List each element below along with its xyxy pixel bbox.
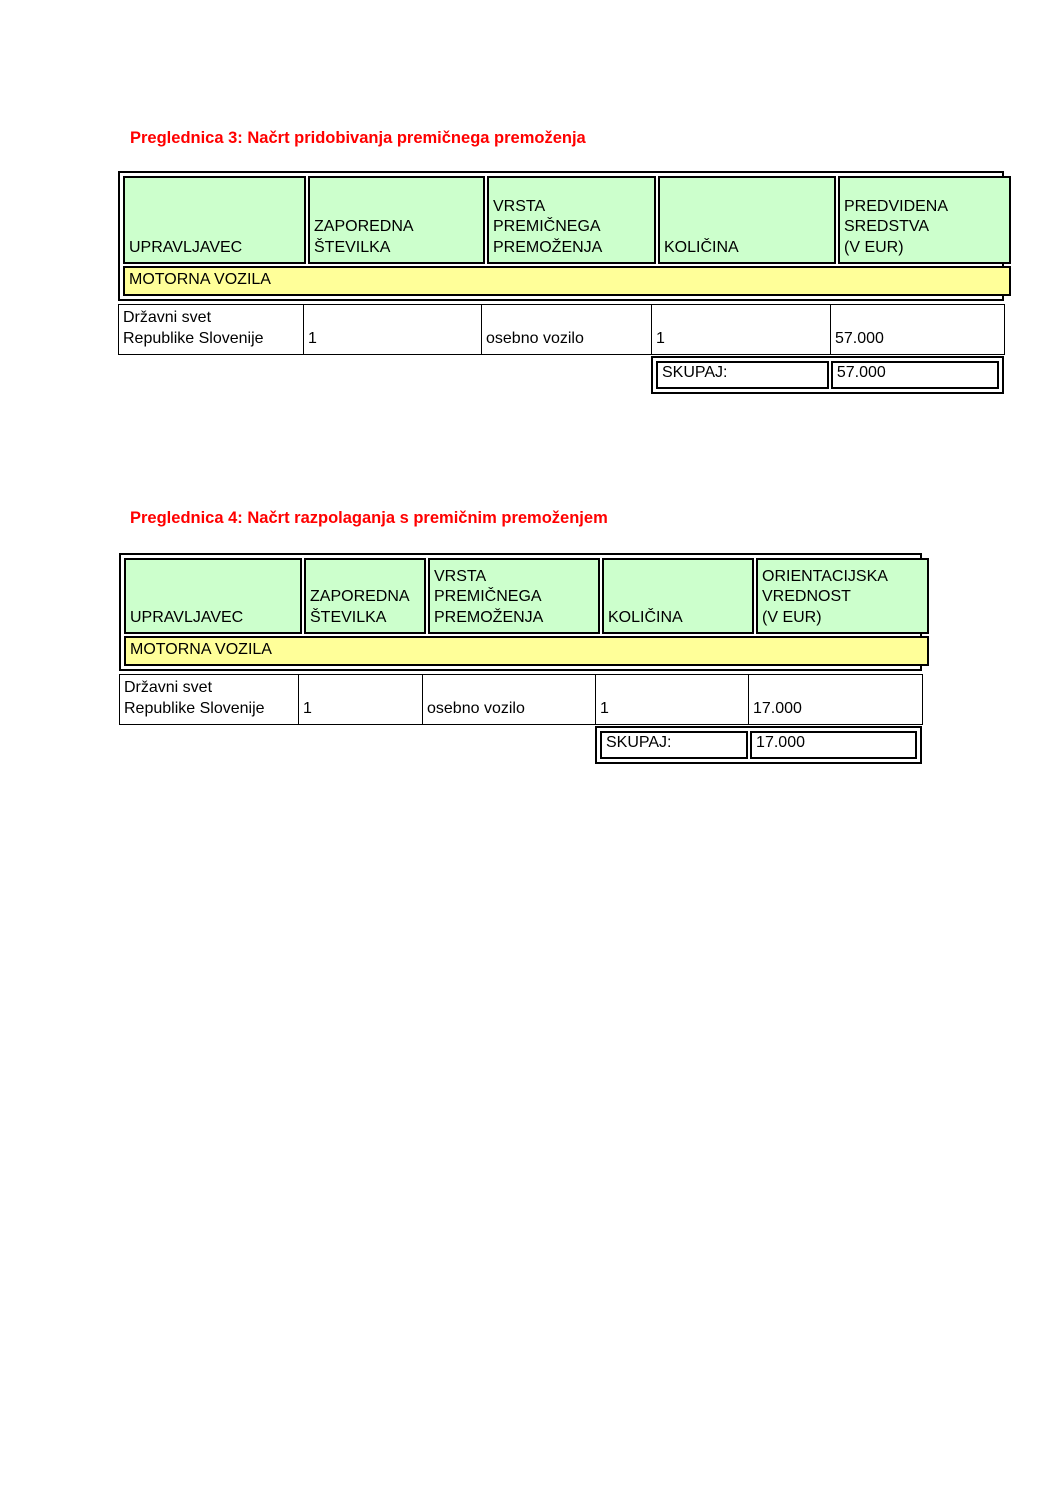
header-cell-vrsta-premicnega-premozenja: VRSTA PREMIČNEGA PREMOŽENJA — [487, 176, 656, 264]
table3-total-block: SKUPAJ: 57.000 — [651, 355, 1004, 394]
total-value: 57.000 — [830, 360, 999, 389]
cell-kolicina: 1 — [595, 673, 749, 725]
table4-header-row: UPRAVLJAVEC ZAPOREDNA ŠTEVILKA VRSTA PRE… — [124, 558, 929, 634]
header-cell-upravljavec: UPRAVLJAVEC — [124, 558, 302, 634]
table3-section-row: MOTORNA VOZILA — [123, 266, 1011, 296]
cell-kolicina: 1 — [651, 303, 831, 355]
table3-total-row: SKUPAJ: 57.000 — [656, 360, 999, 389]
table3: UPRAVLJAVEC ZAPOREDNA ŠTEVILKA VRSTA PRE… — [118, 171, 1011, 394]
total-label: SKUPAJ: — [656, 360, 829, 389]
cell-vrsta: osebno vozilo — [422, 673, 596, 725]
table4-section-row: MOTORNA VOZILA — [124, 636, 929, 666]
cell-upravljavec: Državni svet Republike Slovenije — [119, 673, 299, 725]
table-row: Državni svet Republike Slovenije 1 osebn… — [119, 673, 923, 725]
section-label-motorna-vozila: MOTORNA VOZILA — [123, 266, 1011, 296]
header-cell-orientacijska-vrednost: ORIENTACIJSKA VREDNOST (V EUR) — [756, 558, 929, 634]
cell-zaporedna-stevilka: 1 — [303, 303, 482, 355]
table4-total-block: SKUPAJ: 17.000 — [595, 725, 922, 764]
cell-upravljavec: Državni svet Republike Slovenije — [118, 303, 304, 355]
table4-total-row: SKUPAJ: 17.000 — [600, 730, 917, 759]
header-cell-kolicina: KOLIČINA — [658, 176, 836, 264]
cell-vrsta: osebno vozilo — [481, 303, 652, 355]
cell-sredstva: 57.000 — [830, 303, 1005, 355]
cell-zaporedna-stevilka: 1 — [298, 673, 423, 725]
table4-header-block: UPRAVLJAVEC ZAPOREDNA ŠTEVILKA VRSTA PRE… — [119, 553, 929, 671]
header-cell-vrsta-premicnega-premozenja: VRSTA PREMIČNEGA PREMOŽENJA — [428, 558, 600, 634]
table4: UPRAVLJAVEC ZAPOREDNA ŠTEVILKA VRSTA PRE… — [119, 553, 929, 764]
table3-header-block: UPRAVLJAVEC ZAPOREDNA ŠTEVILKA VRSTA PRE… — [118, 171, 1011, 301]
table3-title: Preglednica 3: Načrt pridobivanja premič… — [130, 129, 586, 147]
table4-title: Preglednica 4: Načrt razpolaganja s prem… — [130, 509, 608, 527]
table-row: Državni svet Republike Slovenije 1 osebn… — [118, 303, 1005, 355]
header-cell-zaporedna-stevilka: ZAPOREDNA ŠTEVILKA — [308, 176, 485, 264]
total-label: SKUPAJ: — [600, 730, 749, 759]
cell-vrednost: 17.000 — [748, 673, 923, 725]
section-label-motorna-vozila: MOTORNA VOZILA — [124, 636, 929, 666]
total-value: 17.000 — [750, 730, 917, 759]
header-cell-predvidena-sredstva: PREDVIDENA SREDSTVA (V EUR) — [838, 176, 1011, 264]
header-cell-zaporedna-stevilka: ZAPOREDNA ŠTEVILKA — [304, 558, 426, 634]
table3-header-row: UPRAVLJAVEC ZAPOREDNA ŠTEVILKA VRSTA PRE… — [123, 176, 1011, 264]
header-cell-kolicina: KOLIČINA — [602, 558, 754, 634]
header-cell-upravljavec: UPRAVLJAVEC — [123, 176, 306, 264]
